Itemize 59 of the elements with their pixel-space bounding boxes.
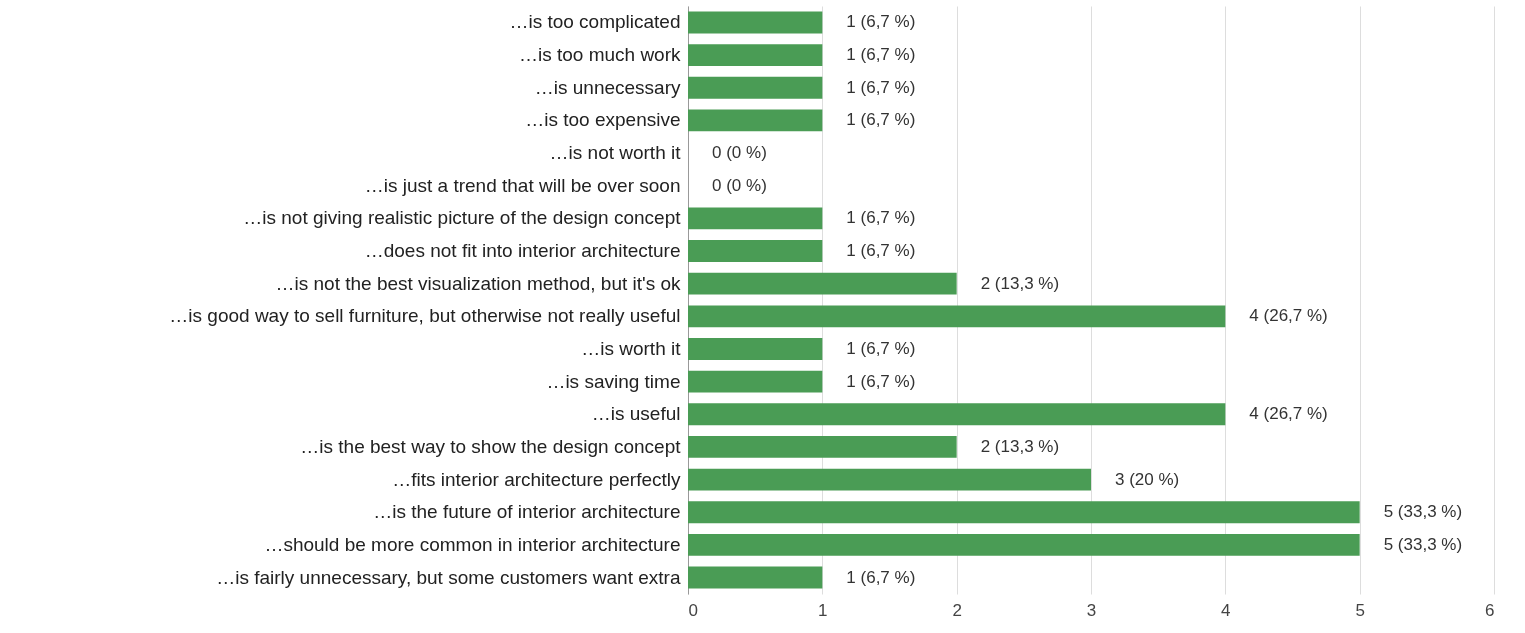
data-label: 5 (33,3 %) <box>1383 502 1463 522</box>
bar <box>688 435 957 458</box>
y-tick-label: …is worth it <box>581 337 682 359</box>
y-tick-label: …is the best way to show the design concept <box>300 435 682 457</box>
data-label: 3 (20 %) <box>1115 469 1180 489</box>
bar <box>688 44 823 67</box>
data-label: 1 (6,7 %) <box>846 110 916 130</box>
y-tick-label: …is unnecessary <box>534 76 681 98</box>
y-tick-label: …is not worth it <box>549 142 682 164</box>
data-label: 2 (13,3 %) <box>980 436 1060 456</box>
data-label: 0 (0 %) <box>712 175 767 195</box>
y-tick-label: …should be more common in interior architecture <box>264 533 681 555</box>
x-tick-label: 1 <box>818 600 828 620</box>
data-label: 1 (6,7 %) <box>846 45 916 65</box>
x-tick-label: 2 <box>952 600 962 620</box>
bar <box>688 305 1226 328</box>
x-tick-label: 6 <box>1485 600 1495 620</box>
bar <box>688 338 823 360</box>
bar <box>688 240 823 262</box>
data-label: 0 (0 %) <box>712 143 767 163</box>
data-label: 1 (6,7 %) <box>846 371 916 391</box>
bar <box>688 403 1226 426</box>
bar <box>688 533 1360 556</box>
y-tick-label: …does not fit into interior architecture <box>364 240 681 262</box>
bar <box>688 501 1360 524</box>
x-tick-label: 3 <box>1086 600 1097 620</box>
data-label: 2 (13,3 %) <box>980 273 1060 293</box>
y-tick-label: …is useful <box>591 403 681 425</box>
data-label: 1 (6,7 %) <box>846 241 916 261</box>
data-label: 1 (6,7 %) <box>846 77 916 97</box>
y-tick-label: …is just a trend that will be over soon <box>364 174 681 196</box>
data-label: 1 (6,7 %) <box>846 567 916 587</box>
y-tick-label: …is not giving realistic picture of the design concept <box>243 207 682 229</box>
y-tick-label: …is not the best visualization method, but it's ok <box>275 272 681 294</box>
y-tick-label: …is the future of interior architecture <box>373 501 681 523</box>
data-label: 1 (6,7 %) <box>846 338 916 358</box>
y-tick-label: …fits interior architecture perfectly <box>392 468 681 490</box>
x-tick-label: 4 <box>1221 600 1231 620</box>
bar <box>688 370 823 393</box>
y-tick-label: …is too complicated <box>509 11 681 33</box>
bar <box>688 468 1091 491</box>
bar <box>688 109 823 132</box>
bar <box>688 76 823 99</box>
y-tick-label: …is too expensive <box>525 109 681 131</box>
y-tick-label: …is too much work <box>518 44 681 66</box>
data-label: 1 (6,7 %) <box>846 12 916 32</box>
data-label: 4 (26,7 %) <box>1249 404 1328 424</box>
x-tick-label: 5 <box>1355 600 1365 620</box>
bar <box>688 566 823 589</box>
y-tick-label: …is good way to sell furniture, but otherwise not really useful <box>169 305 681 327</box>
y-tick-label: …is fairly unnecessary, but some customers want extra <box>216 566 681 588</box>
data-label: 4 (26,7 %) <box>1249 306 1328 326</box>
bar <box>688 207 823 230</box>
y-tick-label: …is saving time <box>546 370 681 392</box>
x-tick-label: 0 <box>688 600 698 620</box>
data-label: 5 (33,3 %) <box>1383 534 1463 554</box>
bar <box>688 11 823 34</box>
data-label: 1 (6,7 %) <box>846 208 916 228</box>
bar <box>688 272 957 295</box>
